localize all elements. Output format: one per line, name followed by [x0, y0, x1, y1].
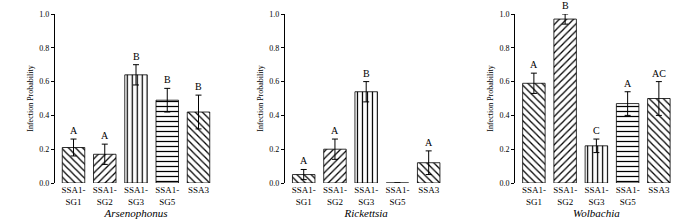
svg-text:SSA1-SG3: SSA1-SG3 — [354, 185, 378, 207]
svg-text:Infection Probability: Infection Probability — [486, 65, 495, 131]
svg-text:0.4: 0.4 — [39, 111, 49, 120]
svg-text:0.8: 0.8 — [39, 44, 49, 53]
svg-text:A: A — [530, 59, 538, 70]
svg-text:0.2: 0.2 — [500, 145, 510, 154]
svg-text:SSA1-SG1: SSA1-SG1 — [292, 185, 316, 207]
svg-text:1.0: 1.0 — [500, 10, 510, 19]
svg-text:SSA1-SG3: SSA1-SG3 — [124, 185, 148, 207]
svg-text:B: B — [363, 68, 370, 79]
svg-text:A: A — [101, 130, 109, 141]
svg-text:A: A — [331, 125, 339, 136]
svg-text:SSA3: SSA3 — [418, 185, 440, 195]
svg-text:B: B — [164, 74, 171, 85]
svg-text:SSA1-SG1: SSA1-SG1 — [522, 185, 546, 207]
svg-text:0.6: 0.6 — [500, 77, 510, 86]
svg-text:Infection Probability: Infection Probability — [256, 65, 265, 131]
svg-text:SSA3: SSA3 — [648, 185, 670, 195]
svg-text:Arsenophonus: Arsenophonus — [104, 207, 168, 219]
svg-text:0.8: 0.8 — [269, 44, 279, 53]
svg-text:0.0: 0.0 — [269, 179, 279, 188]
svg-text:A: A — [425, 137, 433, 148]
svg-text:B: B — [133, 51, 140, 62]
svg-text:1.0: 1.0 — [39, 10, 49, 19]
svg-text:0.0: 0.0 — [500, 179, 510, 188]
svg-text:Infection Probability: Infection Probability — [26, 65, 35, 131]
svg-text:AC: AC — [652, 68, 666, 79]
svg-text:0.6: 0.6 — [269, 77, 279, 86]
svg-text:B: B — [562, 0, 569, 11]
svg-text:SSA1-SG5: SSA1-SG5 — [616, 185, 640, 207]
svg-text:A: A — [624, 78, 632, 89]
svg-text:SSA1-SG1: SSA1-SG1 — [62, 185, 86, 207]
svg-text:0.6: 0.6 — [39, 77, 49, 86]
svg-text:SSA1-SG2: SSA1-SG2 — [323, 185, 347, 207]
svg-text:SSA1-SG2: SSA1-SG2 — [553, 185, 577, 207]
svg-text:0.2: 0.2 — [39, 145, 49, 154]
svg-text:A: A — [70, 125, 78, 136]
svg-text:0.4: 0.4 — [269, 111, 279, 120]
svg-text:0.2: 0.2 — [269, 145, 279, 154]
svg-text:1.0: 1.0 — [269, 10, 279, 19]
svg-text:0.0: 0.0 — [39, 179, 49, 188]
svg-text:0.4: 0.4 — [500, 111, 510, 120]
svg-text:B: B — [195, 81, 202, 92]
svg-text:C: C — [593, 125, 600, 136]
svg-text:Rickettsia: Rickettsia — [344, 207, 389, 219]
svg-text:SSA1-SG2: SSA1-SG2 — [93, 185, 117, 207]
svg-text:SSA1-SG5: SSA1-SG5 — [385, 185, 409, 207]
svg-text:0.8: 0.8 — [500, 44, 510, 53]
svg-text:Wolbachia: Wolbachia — [573, 207, 620, 219]
svg-text:SSA1-SG5: SSA1-SG5 — [155, 185, 179, 207]
svg-text:A: A — [300, 155, 308, 166]
svg-text:SSA3: SSA3 — [188, 185, 210, 195]
svg-text:SSA1-SG3: SSA1-SG3 — [584, 185, 608, 207]
